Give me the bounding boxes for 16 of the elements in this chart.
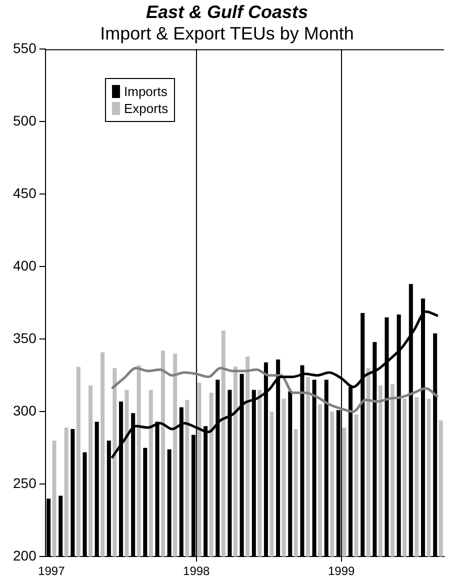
y-tick-label: 200 — [13, 547, 37, 564]
chart-title: East & Gulf Coasts — [146, 2, 308, 22]
y-tick-label: 500 — [13, 112, 37, 129]
y-tick-label: 550 — [13, 40, 37, 56]
x-tick-label: 1997 — [38, 564, 66, 578]
legend-label: Imports — [124, 84, 168, 99]
x-tick-label: 1998 — [183, 564, 210, 578]
y-tick-label: 300 — [13, 402, 37, 418]
chart-subtitle: Import & Export TEUs by Month — [100, 23, 354, 44]
legend-label: Exports — [124, 101, 168, 116]
line-series — [110, 366, 440, 413]
y-tick-label: 450 — [13, 185, 37, 202]
x-tick-label: 1999 — [328, 564, 355, 578]
y-tick-label: 250 — [13, 474, 37, 491]
y-tick-label: 400 — [13, 258, 37, 274]
y-tick-label: 350 — [13, 330, 37, 346]
